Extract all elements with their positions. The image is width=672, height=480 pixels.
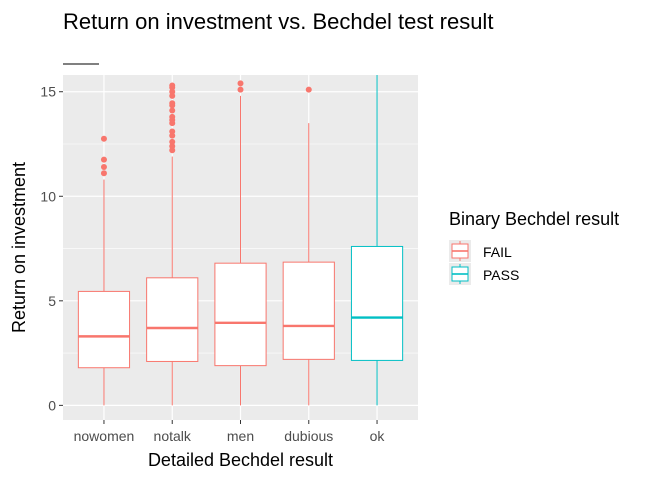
x-tick-label: dubious: [284, 428, 333, 444]
y-axis: 0 5 10 15: [40, 84, 63, 413]
outlier-point: [169, 82, 176, 89]
y-axis-label: Return on investment: [9, 162, 29, 333]
legend-key-pass: PASS: [449, 263, 519, 285]
outlier-point: [100, 170, 107, 177]
boxplot-notalk: [146, 82, 199, 406]
outlier-point: [169, 143, 176, 150]
chart-title: Return on investment vs. Bechdel test re…: [63, 9, 493, 34]
legend-keys: FAIL PASS: [449, 240, 519, 285]
outlier-point: [169, 107, 176, 114]
x-tick-label: ok: [370, 428, 386, 444]
x-tick-label: notalk: [154, 428, 192, 444]
legend: Binary Bechdel result FAIL PASS: [449, 209, 619, 285]
x-tick-label: nowomen: [74, 428, 135, 444]
outlier-point: [169, 138, 176, 145]
outlier-point: [169, 100, 176, 107]
boxplot-men: [214, 80, 267, 406]
outlier-point: [169, 113, 176, 120]
boxplots: [77, 75, 404, 406]
legend-label: PASS: [483, 267, 519, 283]
outlier-point: [169, 92, 176, 99]
boxplot-dubious: [282, 86, 335, 406]
box-iqr: [77, 290, 131, 369]
x-tick-label: men: [227, 428, 254, 444]
box-iqr: [214, 262, 267, 367]
x-axis-label: Detailed Bechdel result: [148, 450, 333, 470]
outlier-point: [169, 128, 176, 135]
y-tick-label: 15: [40, 84, 56, 100]
box-iqr: [146, 277, 199, 362]
legend-key-fail: FAIL: [449, 240, 512, 262]
outlier-point: [169, 132, 176, 139]
outlier-point: [100, 164, 107, 170]
x-axis: nowomen notalk men dubious ok: [74, 420, 386, 444]
boxplot-nowomen: [77, 135, 131, 406]
y-tick-label: 0: [48, 397, 56, 413]
boxplot-ok: [350, 75, 404, 406]
plot-panel: [63, 75, 418, 420]
outlier-point: [305, 86, 312, 93]
y-tick-label: 5: [48, 293, 56, 309]
y-tick-label: 10: [40, 188, 56, 204]
outlier-point: [237, 80, 244, 87]
outlier-point: [100, 135, 107, 142]
legend-title: Binary Bechdel result: [449, 209, 619, 229]
outlier-point: [100, 156, 107, 163]
outlier-point: [237, 86, 244, 93]
legend-label: FAIL: [483, 244, 512, 260]
outlier-point: [169, 147, 176, 154]
box-iqr: [350, 245, 404, 361]
outlier-point: [169, 88, 176, 95]
box-iqr: [282, 261, 335, 360]
